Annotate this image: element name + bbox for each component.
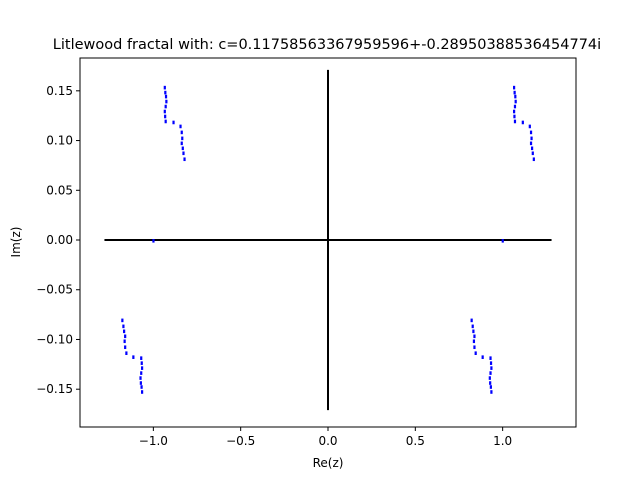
x-axis-ticks: −1.0 −0.5 0.0 0.5 1.0: [139, 427, 512, 448]
data-point: [141, 366, 144, 370]
data-point: [181, 146, 184, 151]
y-tick-label: −0.05: [36, 283, 73, 297]
y-tick-label: −0.10: [36, 332, 73, 346]
x-axis-label: Re(z): [313, 456, 344, 470]
x-tick-label: 0.5: [406, 434, 425, 448]
reference-lines: [104, 69, 552, 411]
data-point: [489, 385, 492, 389]
data-point: [183, 157, 186, 162]
data-point: [152, 239, 155, 243]
data-point: [164, 90, 167, 95]
data-point: [181, 136, 184, 141]
data-points: [121, 85, 535, 394]
x-tick-label: −0.5: [226, 434, 255, 448]
data-point: [124, 345, 127, 350]
data-point: [513, 85, 516, 90]
data-point: [513, 109, 516, 114]
data-point: [489, 356, 492, 360]
data-point: [530, 146, 534, 151]
data-point: [530, 136, 533, 141]
data-point: [163, 109, 166, 114]
y-tick-label: 0.15: [46, 84, 73, 98]
data-point: [501, 239, 504, 243]
data-point: [528, 124, 531, 129]
data-point: [179, 124, 182, 129]
data-point: [180, 130, 183, 135]
data-point: [529, 141, 533, 146]
data-point: [474, 351, 477, 355]
data-point: [531, 151, 534, 156]
data-point: [489, 371, 492, 375]
data-point: [489, 381, 492, 385]
data-point: [132, 355, 135, 359]
data-point: [490, 390, 493, 394]
data-point: [473, 345, 476, 350]
x-tick-label: 1.0: [493, 434, 512, 448]
data-point: [473, 334, 476, 339]
data-point: [513, 90, 516, 95]
data-point: [532, 157, 535, 162]
data-point: [164, 94, 168, 99]
data-point: [513, 104, 517, 109]
data-point: [140, 356, 143, 360]
data-point: [164, 114, 167, 119]
data-point: [164, 104, 167, 109]
data-point: [180, 141, 183, 146]
data-point: [488, 376, 491, 380]
y-tick-label: −0.15: [36, 382, 73, 396]
data-point: [125, 351, 128, 355]
data-point: [140, 371, 143, 375]
data-point: [513, 114, 516, 119]
y-tick-label: 0.05: [46, 183, 73, 197]
x-tick-label: −1.0: [139, 434, 168, 448]
data-point: [172, 120, 175, 125]
data-point: [140, 385, 143, 389]
data-point: [513, 119, 517, 124]
data-point: [529, 130, 533, 135]
data-point: [471, 324, 474, 329]
data-point: [141, 390, 144, 394]
data-point: [521, 120, 524, 125]
data-point: [164, 119, 167, 124]
y-tick-label: 0.00: [46, 233, 73, 247]
data-point: [470, 318, 473, 323]
y-axis-ticks: −0.15 −0.10 −0.05 0.00 0.05 0.10 0.15: [36, 84, 80, 396]
data-point: [121, 318, 124, 323]
data-point: [140, 361, 143, 365]
data-point: [124, 334, 127, 339]
data-point: [163, 85, 166, 90]
data-point: [122, 324, 125, 329]
chart-title: Litlewood fractal with: c=0.117585633679…: [53, 37, 601, 53]
data-point: [472, 329, 475, 334]
data-point: [514, 99, 517, 104]
data-point: [165, 99, 168, 104]
data-point: [123, 329, 126, 334]
data-point: [489, 361, 493, 365]
data-point: [472, 339, 476, 344]
data-point: [123, 339, 126, 344]
data-point: [182, 151, 185, 156]
y-tick-label: 0.10: [46, 134, 73, 148]
y-axis-label: Im(z): [9, 227, 23, 258]
data-point: [139, 381, 142, 385]
data-point: [514, 94, 517, 99]
data-point: [490, 366, 493, 370]
x-tick-label: 0.0: [318, 434, 337, 448]
data-point: [481, 355, 484, 359]
data-point: [139, 376, 142, 380]
